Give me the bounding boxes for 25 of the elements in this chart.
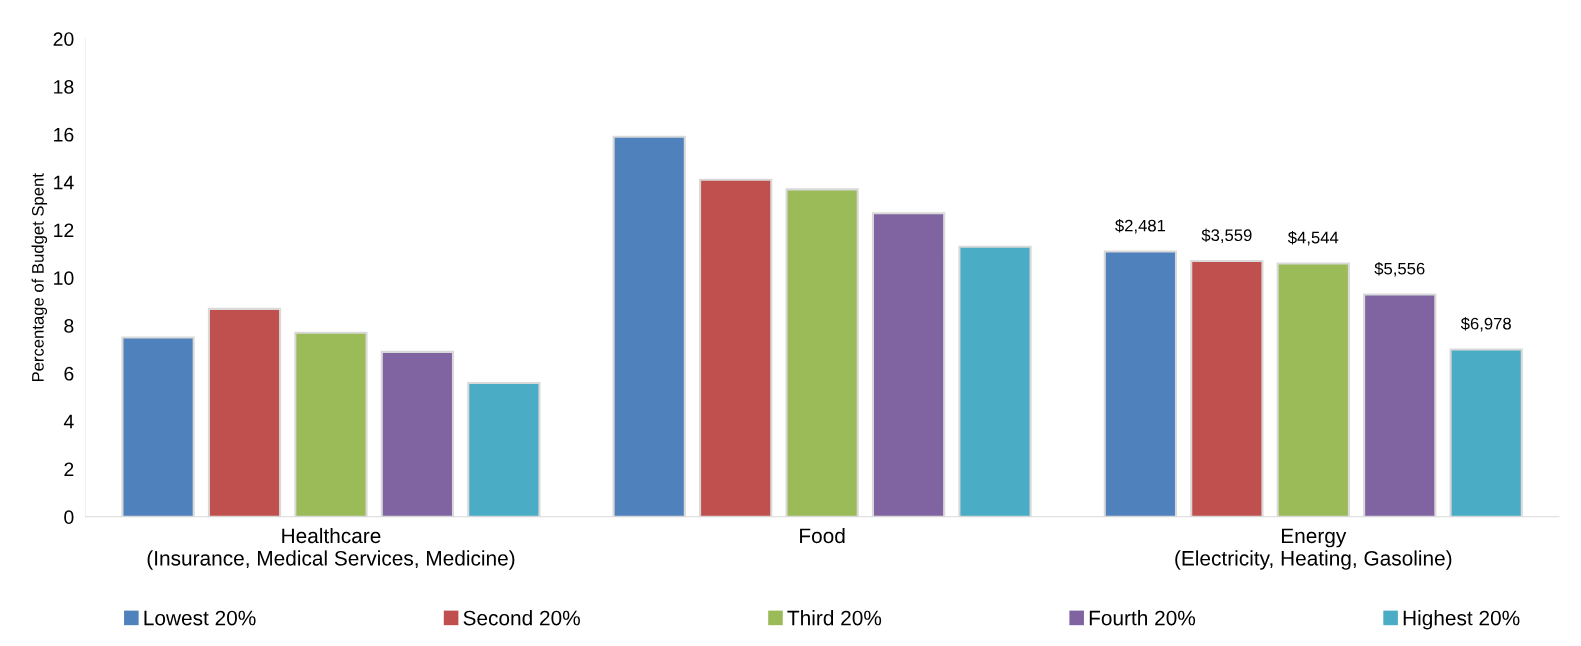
legend-label: Lowest 20%	[144, 610, 256, 626]
y-tick-label: 2	[64, 462, 74, 477]
legend-label: Third 20%	[787, 610, 882, 626]
y-tick-label: 4	[63, 414, 74, 429]
x-tick-label: Healthcare (Insurance, Medical Services, Medicine)	[147, 527, 515, 570]
annotation: $4,544	[1287, 230, 1339, 246]
annotation: $3,559	[1201, 228, 1252, 244]
y-tick-label: 6	[64, 366, 74, 381]
y-axis-title: Percentage of Budget Spent	[31, 173, 48, 382]
y-tick-label: 20	[53, 32, 74, 46]
y-tick-label: 14	[54, 175, 74, 190]
y-tick-label: 0	[64, 510, 74, 525]
x-tick-label: Food	[800, 527, 845, 544]
y-tick-label: 16	[54, 127, 74, 142]
y-tick-label: 8	[64, 319, 74, 333]
annotation: $5,556	[1374, 262, 1425, 277]
y-tick-label: 12	[54, 223, 74, 238]
legend-label: Second 20%	[463, 610, 580, 626]
x-tick-label: Energy (Electricity, Heating, Gasoline)	[1175, 528, 1452, 570]
annotation: $6,978	[1460, 317, 1511, 332]
y-tick-label: 10	[54, 271, 74, 286]
annotation: $2,481	[1115, 219, 1166, 234]
y-tick-label: 18	[54, 80, 74, 94]
legend-label: Fourth 20%	[1089, 610, 1196, 626]
legend-label: Highest 20%	[1403, 610, 1520, 630]
